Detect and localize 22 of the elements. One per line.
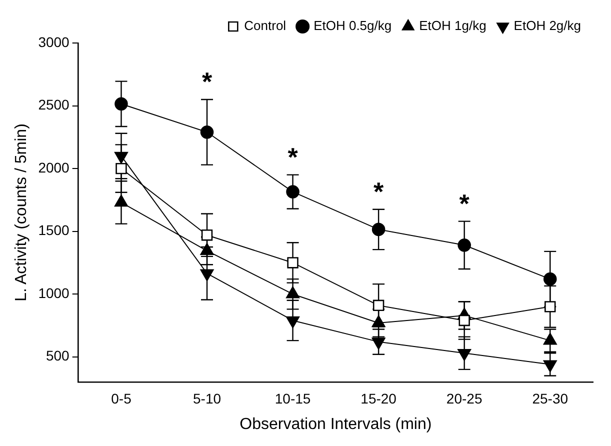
annotation: * bbox=[202, 66, 213, 97]
y-tick-label: 1500 bbox=[38, 222, 70, 238]
x-tick-label: 5-10 bbox=[192, 390, 222, 406]
x-axis-title: Observation Intervals (min) bbox=[240, 416, 432, 433]
y-tick-label: 2000 bbox=[38, 159, 70, 176]
y-tick-label: 1000 bbox=[38, 284, 70, 301]
x-tick-label: 0-5 bbox=[111, 390, 132, 406]
x-tick-label: 20-25 bbox=[446, 390, 482, 406]
y-tick-label: 2500 bbox=[38, 96, 70, 113]
x-tick-label: 25-30 bbox=[532, 390, 568, 406]
annotation: * bbox=[459, 188, 470, 218]
legend-label: EtOH 1g/kg bbox=[419, 18, 486, 34]
x-tick-label: 10-15 bbox=[274, 390, 311, 406]
legend-label: Control bbox=[244, 18, 286, 34]
y-axis-title: L. Activity (counts / 5min) bbox=[13, 124, 30, 302]
legend-label: EtOH 2g/kg bbox=[514, 18, 582, 34]
y-tick-label: 3000 bbox=[38, 34, 70, 50]
annotation: * bbox=[374, 176, 384, 207]
x-tick-label: 15-20 bbox=[360, 390, 397, 406]
y-tick-label: 500 bbox=[46, 348, 70, 364]
legend-label: EtOH 0.5g/kg bbox=[314, 18, 392, 34]
annotation: * bbox=[288, 142, 299, 172]
